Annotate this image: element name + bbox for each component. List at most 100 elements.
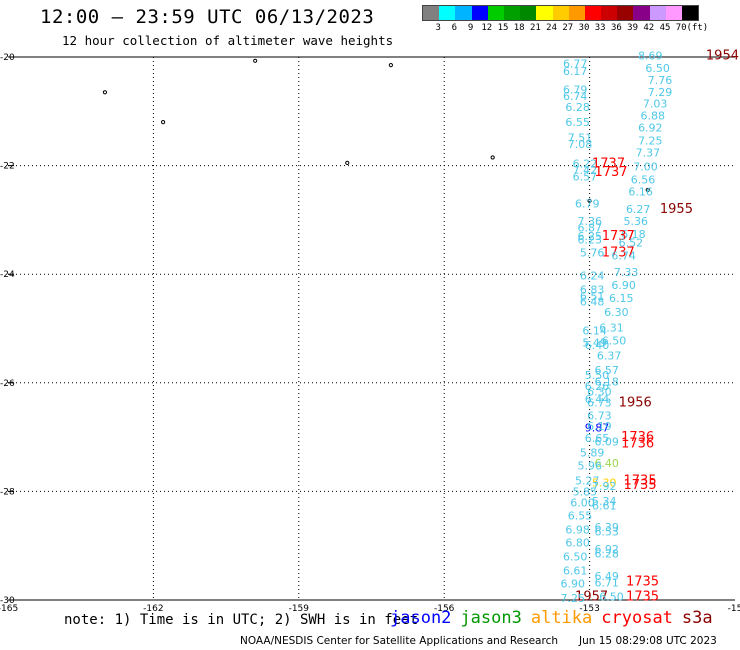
- wave-height-label: 6.40: [594, 457, 619, 470]
- lon-label: -153: [579, 604, 599, 614]
- legend-swatch: [568, 6, 585, 20]
- satellite-legend: jason2 jason3 altika cryosat s3a: [390, 608, 722, 628]
- wave-height-label: 6.40: [585, 339, 610, 352]
- wave-height-label: 6.31: [599, 321, 624, 334]
- wave-height-label: 6.23: [577, 233, 602, 246]
- legend-label: 12: [481, 23, 493, 33]
- wave-height-label: 7.51: [568, 131, 593, 144]
- wave-height-label: 6.51: [580, 290, 605, 303]
- wave-height-label: 5.85: [573, 485, 598, 498]
- footer-credit: NOAA/NESDIS Center for Satellite Applica…: [240, 635, 558, 647]
- wave-height-labels: 8.69 1954 6.77 6.50 6.17 7.76 6.79 7.29 6.74 7.03…: [561, 48, 739, 604]
- wave-height-label: 6.83: [580, 283, 605, 296]
- legend-swatch: [584, 6, 602, 20]
- legend-swatch: [601, 6, 618, 20]
- wave-height-label: 6.30: [604, 306, 629, 319]
- wave-height-label: 6.37: [597, 350, 622, 363]
- wave-height-label: 6.88: [640, 110, 665, 123]
- pass-time-label: 1737: [594, 165, 627, 180]
- wave-height-label: 5.34: [592, 495, 617, 508]
- island-markers: [102, 58, 650, 203]
- wave-height-label: 6.55: [568, 509, 593, 522]
- legend-label: 27: [562, 23, 574, 33]
- wave-height-label: 6.14: [582, 325, 607, 338]
- satellite-jason2: jason2: [390, 608, 452, 628]
- legend-swatch: [520, 6, 537, 20]
- wave-height-label: 6.92: [638, 122, 663, 135]
- wave-height-label: 6.61: [563, 565, 588, 578]
- legend-swatch: [552, 6, 569, 20]
- lat-label: -24: [0, 270, 15, 280]
- wave-height-label: 6.30: [587, 385, 612, 398]
- wave-height-label: 6.92: [594, 543, 619, 556]
- island-marker: [490, 155, 495, 160]
- wave-height-label: 6.61: [592, 500, 617, 513]
- wave-height-label: 6.79: [563, 84, 588, 97]
- wave-height-label: 6.53: [594, 526, 619, 539]
- satellite-jason3: jason3: [460, 608, 522, 628]
- wave-height-label: 6.90: [561, 578, 586, 591]
- wave-height-label: 7.03: [643, 98, 668, 111]
- lat-label: -22: [0, 162, 15, 172]
- island-marker: [253, 58, 258, 63]
- wave-height-label: 6.74: [611, 250, 636, 263]
- legend-label: 15: [497, 23, 509, 33]
- pass-time-label: 1735: [626, 590, 659, 605]
- wave-height-label: 6.44: [585, 393, 610, 406]
- wave-height-label: 7.76: [648, 74, 673, 87]
- wave-height-label: 6.24: [580, 269, 605, 282]
- wave-height-label: 6.27: [626, 203, 651, 216]
- wave-height-label: 6.25: [577, 230, 602, 243]
- legend-label: 30: [578, 23, 590, 33]
- wave-height-label: 6.73: [587, 396, 612, 409]
- wave-height-label: 6.50: [602, 334, 627, 347]
- legend-label: 36: [610, 23, 622, 33]
- wave-height-label: 6.22: [573, 157, 598, 170]
- pass-time-label: 1737: [592, 156, 625, 171]
- legend-swatch: [682, 6, 699, 20]
- wave-height-label: 5.50: [585, 369, 610, 382]
- wave-height-label: 6.79: [575, 198, 600, 211]
- wave-height-label: 6.17: [563, 65, 588, 78]
- legend-swatch: [633, 6, 650, 20]
- pass-time-label: 1735: [624, 478, 657, 493]
- pass-time-label: 1955: [660, 202, 693, 217]
- island-marker: [345, 160, 350, 165]
- wave-height-label: 6.50: [645, 62, 670, 75]
- color-scale-labels: 3 6 9 12 15 18 21 24 27 30 33 36 39 42 45 70 (ft): [422, 21, 708, 35]
- wave-height-label: 7.25: [561, 592, 586, 605]
- map-subtitle: 12 hour collection of altimeter wave hei…: [62, 33, 394, 48]
- wave-height-label: 7.00: [633, 161, 658, 174]
- wave-height-label: 7.37: [636, 147, 661, 160]
- legend-label: 42: [643, 23, 655, 33]
- island-marker: [160, 120, 166, 125]
- wave-height-label: 7.08: [568, 138, 593, 151]
- lon-label: -159: [289, 604, 310, 614]
- wave-height-label: 6.48: [580, 295, 605, 308]
- legend-swatch: [665, 6, 682, 20]
- satellite-s3a: s3a: [681, 608, 713, 628]
- map-frame: [8, 56, 735, 601]
- island-marker: [102, 90, 108, 95]
- lon-label: -162: [143, 604, 163, 614]
- legend-swatch: [617, 6, 634, 20]
- wave-height-label: 6.56: [631, 174, 656, 187]
- satellite-altika: altika: [530, 608, 593, 628]
- wave-height-label: 5.27: [575, 475, 600, 488]
- axis-ticks: -20 -22 -24 -26 -28 -30-165 -162 -159 -156 -153 -1…: [0, 53, 740, 614]
- wave-height-label: 6.18: [621, 228, 646, 241]
- wave-height-label: 6.49: [594, 570, 619, 583]
- pass-time-label: 1737: [602, 245, 635, 260]
- pass-time-label: 1735: [626, 575, 659, 590]
- lon-label: -156: [434, 604, 455, 614]
- legend-swatch: [423, 6, 440, 20]
- legend-label: 18: [513, 23, 525, 33]
- wave-height-label: 5.36: [624, 215, 649, 228]
- wave-height-label: 5.30: [592, 477, 617, 490]
- wave-height-label: 5.96: [577, 459, 602, 472]
- wave-height-label: 6.98: [565, 523, 590, 536]
- island-marker: [645, 187, 650, 193]
- legend-label: 6: [451, 23, 458, 33]
- lat-label: -20: [0, 53, 15, 63]
